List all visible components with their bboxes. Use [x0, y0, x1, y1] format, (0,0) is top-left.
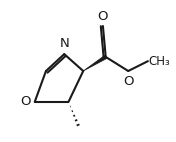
Text: O: O	[21, 95, 31, 108]
Text: N: N	[59, 37, 69, 50]
Text: O: O	[98, 10, 108, 23]
Text: CH₃: CH₃	[149, 55, 170, 68]
Polygon shape	[83, 55, 107, 71]
Text: O: O	[123, 75, 133, 87]
